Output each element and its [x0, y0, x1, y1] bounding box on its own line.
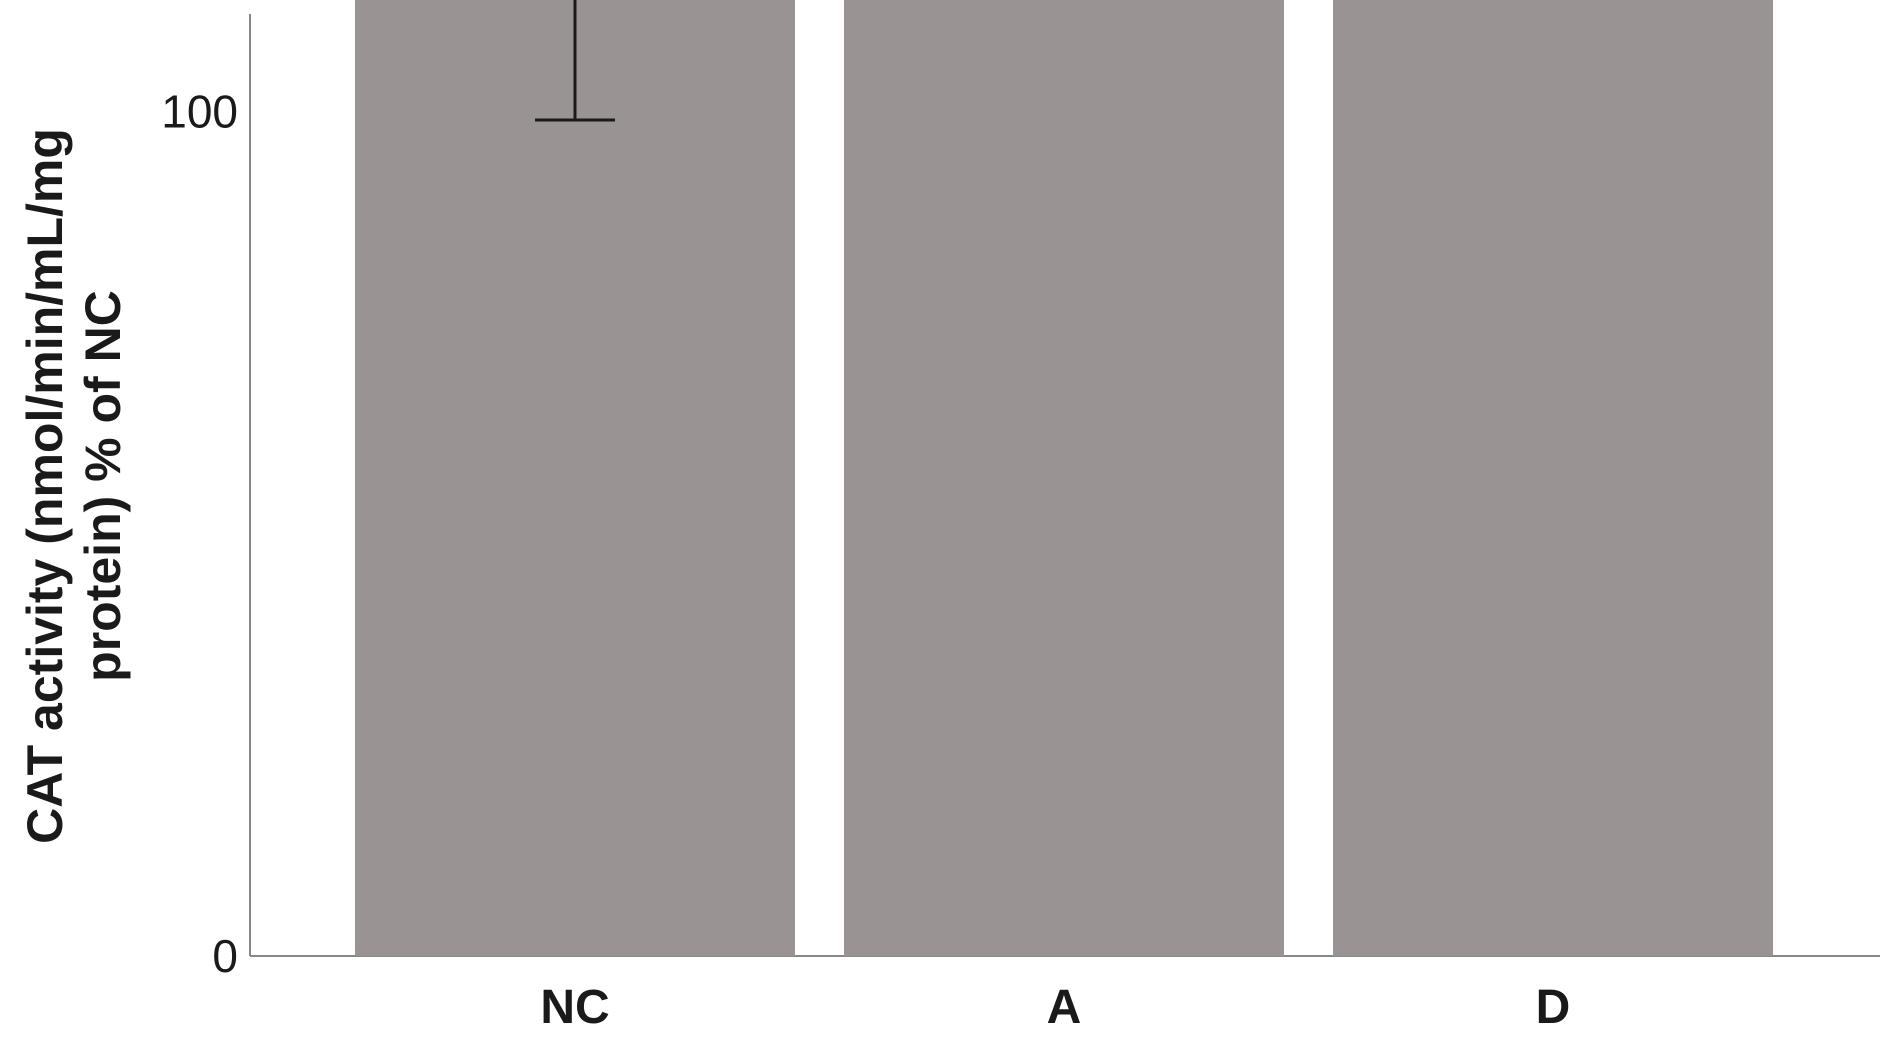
y-axis-title-line-2: protein) % of NC — [75, 290, 131, 682]
y-axis-title-line-1: CAT activity (nmol/min/mL/mg — [17, 128, 73, 844]
x-tick-label: A — [1047, 981, 1082, 1034]
y-tick-label: 0 — [212, 930, 238, 982]
plot-area: 0100200300400500NC**A***D — [161, 0, 1880, 1034]
x-tick-label: NC — [540, 981, 609, 1034]
bar-d — [1333, 0, 1773, 956]
y-axis-title: CAT activity (nmol/min/mL/mg protein) % … — [17, 128, 131, 844]
y-tick-label: 100 — [161, 86, 238, 138]
bar-nc — [355, 0, 795, 956]
bar-a — [844, 0, 1284, 956]
x-tick-label: D — [1536, 981, 1571, 1034]
